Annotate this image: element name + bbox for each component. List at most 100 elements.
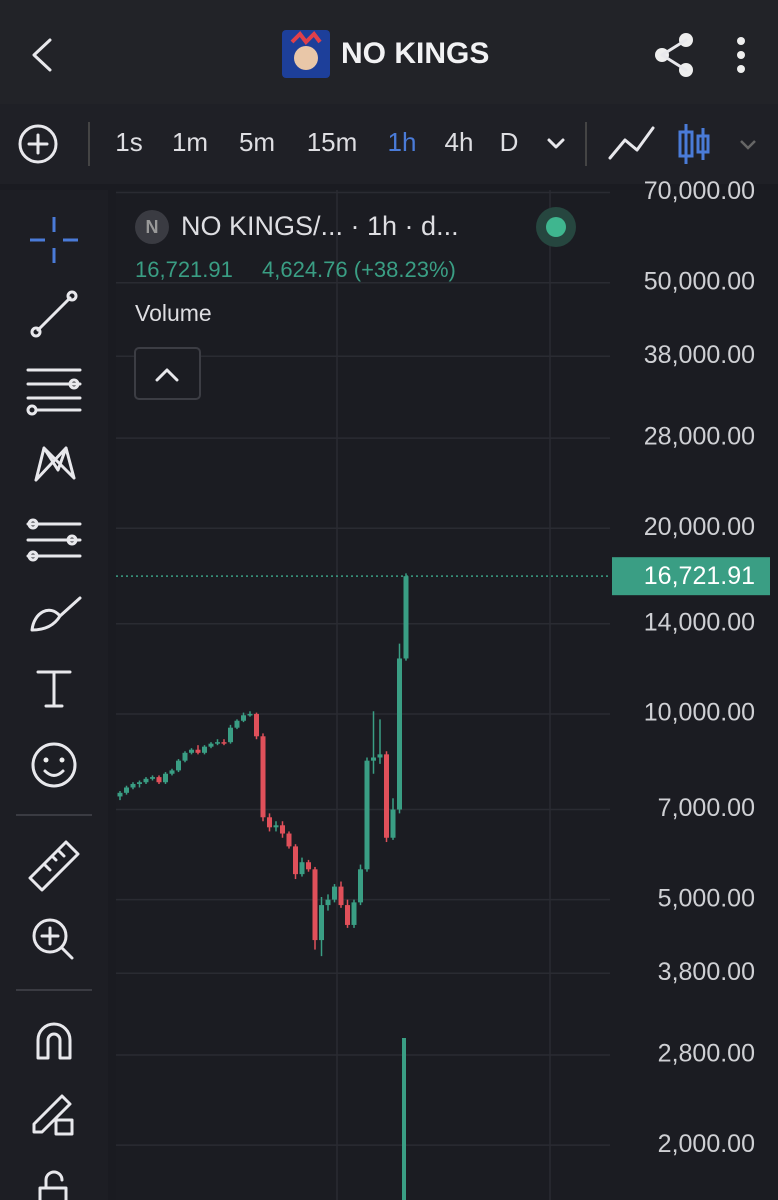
y-tick-label: 10,000.00 [644, 699, 755, 727]
candle-body [384, 754, 389, 838]
horizontal-lines-tool[interactable] [26, 368, 82, 416]
interval-button[interactable]: D [500, 127, 519, 157]
share-button[interactable] [655, 33, 693, 77]
candle-body [124, 787, 129, 793]
y-tick-label: 28,000.00 [644, 423, 755, 451]
chart-area [116, 190, 778, 1200]
pattern-tool[interactable] [34, 446, 76, 482]
token-badge-letter: N [146, 217, 159, 237]
back-button[interactable] [32, 38, 52, 72]
candle-body [208, 743, 214, 747]
candle-body [117, 792, 123, 797]
candle-body [182, 752, 188, 761]
legend-title: NO KINGS/... · 1h · d... [181, 211, 459, 241]
y-tick-label: 7,000.00 [658, 794, 755, 822]
legend-change: 4,624.76 (+38.23%) [262, 257, 456, 282]
interval-button[interactable]: 4h [445, 127, 474, 157]
collapse-button[interactable] [134, 347, 201, 400]
candle-body [215, 742, 220, 744]
candle-body [273, 825, 279, 828]
candle-body [338, 886, 344, 906]
interval-button[interactable]: 1s [115, 127, 142, 157]
candle-body [351, 902, 357, 925]
candle-body [156, 777, 162, 783]
y-tick-label: 2,800.00 [658, 1040, 755, 1068]
chart: 70,000.00 50,000.00 38,000.00 28,000.00 20,0… [116, 177, 770, 1158]
interval-group: 1s 1m 5m 15m 1h 4h D [115, 127, 518, 157]
candle-body [189, 749, 194, 753]
token-icon-crown [290, 30, 322, 46]
candle-body [293, 846, 298, 875]
candle-body [306, 862, 311, 870]
candle-body [280, 825, 285, 834]
legend-price: 16,721.91 [135, 257, 233, 282]
header-bar [0, 0, 778, 104]
brush-tool[interactable] [30, 596, 82, 632]
candle-body [312, 869, 318, 941]
candle-body [267, 817, 272, 828]
collapse-icon [155, 368, 179, 382]
interval-button[interactable]: 5m [239, 127, 275, 157]
interval-dropdown[interactable] [547, 138, 565, 149]
header-title: NO KINGS [341, 37, 489, 70]
text-tool[interactable] [36, 670, 72, 708]
line-chart-button[interactable] [608, 126, 655, 160]
candle-body [221, 742, 227, 744]
candle-body [254, 713, 259, 737]
candle-body [358, 869, 363, 903]
lock-drawings-tool[interactable] [32, 1094, 74, 1136]
status-dot [546, 217, 566, 237]
add-indicator-button[interactable] [18, 124, 58, 164]
candle-body [299, 862, 305, 875]
candle-body [260, 736, 266, 818]
y-tick-label: 70,000.00 [644, 177, 755, 205]
trend-line-tool[interactable] [30, 290, 78, 338]
candle-body [364, 760, 370, 870]
interval-button[interactable]: 15m [307, 127, 358, 157]
candle-body [234, 720, 240, 728]
candle-body [390, 809, 396, 838]
candle-body [163, 773, 168, 783]
candle-body [241, 715, 246, 721]
y-tick-label: 20,000.00 [644, 513, 755, 541]
candle-body [332, 886, 337, 900]
interval-button[interactable]: 1m [172, 127, 208, 157]
y-tick-label: 50,000.00 [644, 267, 755, 295]
y-tick-label: 3,800.00 [658, 958, 755, 986]
candle-body [247, 713, 253, 716]
candle-body [137, 782, 142, 784]
token-icon-face [294, 46, 318, 70]
candle-body [325, 899, 331, 906]
candle-body [176, 760, 181, 771]
candle-body [195, 749, 201, 753]
y-tick-label: 38,000.00 [644, 341, 755, 369]
unlock-tool[interactable] [38, 1170, 68, 1200]
emoji-tool[interactable] [31, 742, 77, 788]
candle-body [345, 905, 350, 925]
crosshair-tool[interactable] [30, 217, 78, 263]
candle-body [286, 833, 292, 847]
more-button[interactable] [737, 37, 745, 73]
last-price-label: 16,721.91 [644, 562, 755, 590]
magnet-tool[interactable] [36, 1022, 72, 1060]
interval-button[interactable]: 1h [388, 127, 417, 157]
fib-tool[interactable] [26, 518, 82, 562]
chart-type-dropdown[interactable] [740, 140, 756, 150]
volume-bar [402, 1038, 406, 1200]
ruler-tool[interactable] [28, 840, 80, 892]
y-tick-label: 5,000.00 [658, 884, 755, 912]
y-tick-label: 2,000.00 [658, 1130, 755, 1158]
candle-chart-button[interactable] [678, 124, 710, 164]
candle-body [202, 746, 207, 753]
candle-body [319, 905, 324, 941]
zoom-tool[interactable] [32, 918, 74, 960]
candle-body [130, 783, 136, 788]
y-tick-label: 14,000.00 [644, 608, 755, 636]
candle-body [371, 757, 376, 761]
volume-label: Volume [135, 300, 212, 326]
token-badge [135, 210, 169, 244]
candle-body [377, 754, 383, 758]
toolbar [0, 104, 778, 184]
